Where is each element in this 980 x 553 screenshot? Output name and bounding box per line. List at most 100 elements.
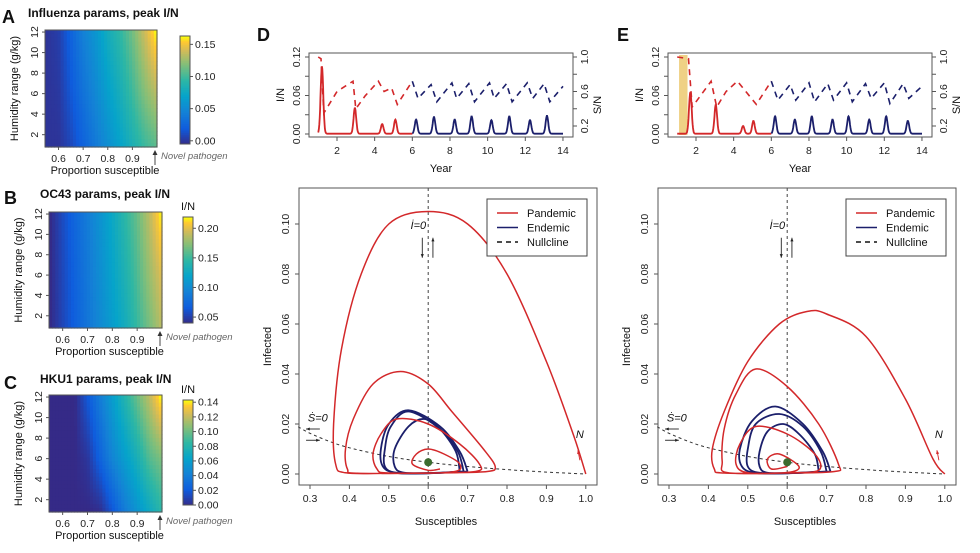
heatmap-cell <box>83 496 88 501</box>
heatmap-cell <box>96 266 100 271</box>
heatmap-cell <box>114 476 119 482</box>
x-tick-label: 0.5 <box>381 493 396 505</box>
heatmap-cell <box>57 53 62 58</box>
heatmap-cell <box>108 473 113 478</box>
heatmap-cell <box>141 92 146 97</box>
colorbar-segment <box>183 319 193 322</box>
heatmap-cell <box>130 246 135 252</box>
heatmap-cell <box>144 37 149 43</box>
heatmap-cell <box>92 316 97 321</box>
heatmap-cell <box>121 219 125 225</box>
heatmap-cell <box>129 104 133 109</box>
heatmap-cell <box>152 246 157 252</box>
heatmap-cell <box>58 437 63 443</box>
heatmap-cell <box>58 426 63 431</box>
heatmap-cell <box>55 227 60 232</box>
heatmap-cell <box>54 119 59 125</box>
heatmap-cell <box>77 445 81 451</box>
heatmap-cell <box>85 69 90 74</box>
heatmap-cell <box>146 304 151 310</box>
heatmap-cell <box>133 441 138 447</box>
heatmap-cell <box>135 100 139 105</box>
heatmap-cell <box>82 80 87 86</box>
heatmap-cell <box>58 402 63 408</box>
heatmap-cell <box>83 312 88 317</box>
heatmap-cell <box>113 139 118 144</box>
heatmap-cell <box>155 219 160 225</box>
heatmap-cell <box>124 212 129 217</box>
heatmap-cell <box>136 492 141 497</box>
heatmap-cell <box>111 496 116 501</box>
heatmap-cell <box>114 469 119 474</box>
heatmap-cell <box>96 273 100 279</box>
heatmap-cell <box>51 131 55 136</box>
heatmap-cell <box>55 410 60 416</box>
heatmap-cell <box>133 215 138 221</box>
heatmap-cell <box>86 281 91 287</box>
heatmap-cell <box>118 300 122 306</box>
heatmap-cell <box>96 270 100 275</box>
heatmap-cell <box>104 115 108 121</box>
colorbar-segment <box>183 273 193 276</box>
heatmap-cell <box>77 262 81 267</box>
colorbar-segment <box>183 227 193 230</box>
heatmap-cell <box>111 492 116 497</box>
heatmap-cell <box>77 437 81 443</box>
heatmap-cell <box>129 80 133 86</box>
x-tick-label: 0.9 <box>130 518 145 530</box>
heatmap-cell <box>82 69 87 74</box>
heatmap-cell <box>152 500 157 505</box>
heatmap-cell <box>55 316 60 321</box>
heatmap-cell <box>55 500 60 505</box>
heatmap-cell <box>92 449 97 455</box>
heatmap-cell <box>149 258 154 263</box>
heatmap-cell <box>74 297 78 302</box>
heatmap-cell <box>92 418 97 423</box>
heatmap-cell <box>70 504 75 509</box>
heatmap-cell <box>121 395 125 400</box>
heatmap-cell <box>152 239 157 244</box>
colorbar-segment <box>183 491 193 494</box>
heatmap-cell <box>130 297 135 302</box>
heatmap-cell <box>116 96 121 101</box>
heatmap-cell <box>76 80 80 86</box>
heatmap-cell <box>114 231 119 236</box>
start-label: N <box>576 429 584 441</box>
heatmap-cell <box>119 33 124 39</box>
heatmap-cell <box>48 104 52 109</box>
heatmap-cell <box>107 127 111 132</box>
heatmap-cell <box>64 473 69 478</box>
heatmap-cell <box>143 223 147 229</box>
heatmap-cell <box>70 437 75 443</box>
heatmap-cell <box>73 49 77 54</box>
heatmap-cell <box>49 488 53 494</box>
heatmap-cell <box>111 395 116 400</box>
heatmap-cell <box>105 414 110 419</box>
heatmap-cell <box>92 266 97 271</box>
heatmap-cell <box>86 239 91 244</box>
heatmap-cell <box>55 434 60 439</box>
heatmap-cell <box>104 76 108 82</box>
heatmap-cell <box>89 312 94 317</box>
y-tick-label: 8 <box>29 70 41 76</box>
heatmap-cell <box>96 293 100 298</box>
heatmap-cell <box>104 53 108 58</box>
s-nullcline <box>656 426 945 475</box>
heatmap-cell <box>114 297 119 302</box>
heatmap-cell <box>121 484 125 490</box>
heatmap-cell <box>111 219 116 225</box>
heatmap-cell <box>108 461 113 466</box>
heatmap-cell <box>125 143 130 148</box>
heatmap-cell <box>153 76 158 82</box>
heatmap-cell <box>129 53 133 58</box>
heatmap-cell <box>155 293 160 298</box>
heatmap-cell <box>88 41 93 47</box>
heatmap-cell <box>136 297 141 302</box>
heatmap-cell <box>114 500 119 505</box>
heatmap-cell <box>94 53 99 58</box>
heatmap-cell <box>96 215 100 221</box>
heatmap-cell <box>153 88 158 93</box>
heatmap-cell <box>83 402 88 408</box>
colorbar-segment <box>183 400 193 403</box>
x-tick-label: 0.6 <box>780 493 795 505</box>
